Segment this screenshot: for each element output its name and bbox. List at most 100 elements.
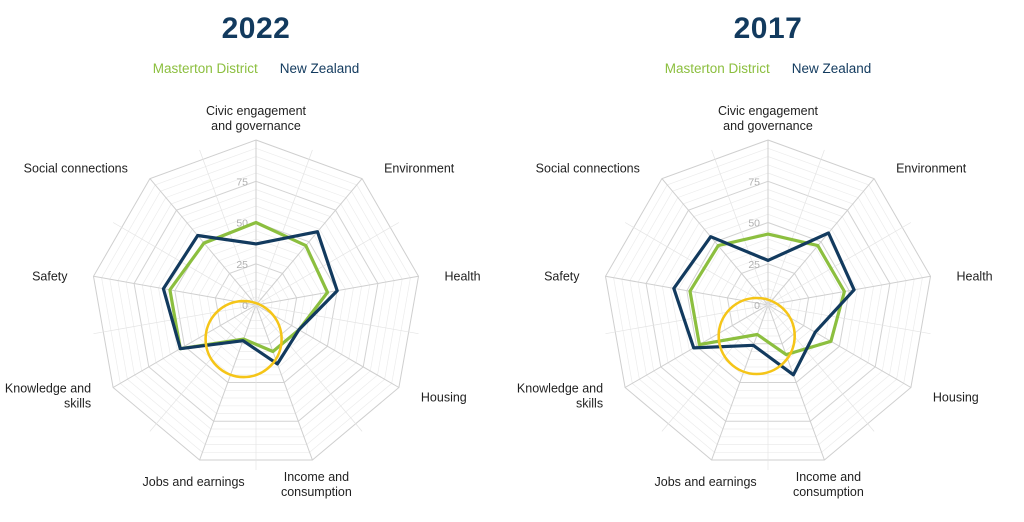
radar-spoke (255, 178, 363, 306)
axis-label-line: Knowledge and (5, 382, 91, 396)
radar-spoke-minor (767, 149, 825, 306)
legend-item-masterton-district[interactable]: Masterton District (664, 61, 770, 76)
axis-label-line: and governance (723, 119, 813, 133)
panel-2022: 2022 Masterton District New Zealand 0 25 5… (0, 12, 512, 522)
radar-grid (92, 139, 420, 470)
radar-spoke (255, 304, 400, 388)
radar-holder-2022: 0 25 50 75 Civic engagement and governance Env… (0, 80, 512, 522)
highlight-circle-jobs-and-earnings-highlight (717, 296, 796, 376)
axis-label-civic-engagement-and-governance: Civic engagement and governance (206, 104, 307, 133)
axis-label-line: and governance (211, 119, 301, 133)
radar-chart-2022: 0 25 50 75 Civic engagement and governance Env… (5, 104, 481, 499)
radar-spoke (149, 178, 257, 306)
axis-label-social-connections: Social connections (24, 162, 128, 176)
axis-label-civic-engagement-and-governance: Civic engagement and governance (718, 104, 819, 133)
radar-spoke-minor (661, 304, 769, 432)
radar-spoke-minor (767, 304, 931, 335)
radar-spoke-minor (255, 149, 313, 306)
radar-series-group (161, 220, 339, 366)
axis-label-environment: Environment (384, 162, 455, 176)
radar-spoke-minor (624, 222, 769, 306)
axis-label-line: consumption (793, 485, 864, 499)
radial-tick-label: 0 (242, 300, 248, 312)
radar-chart-2017: 0 25 50 75 Civic engagement and governance Env… (517, 104, 993, 499)
axis-label-line: Social connections (24, 162, 128, 176)
radar-grid (604, 139, 932, 470)
radar-spoke-minor (112, 222, 257, 306)
legend-item-masterton-district[interactable]: Masterton District (152, 61, 258, 76)
axis-label-housing: Housing (933, 391, 979, 405)
radar-spoke-minor (767, 222, 912, 306)
radar-spoke (767, 178, 875, 306)
axis-label-line: Income and (284, 470, 349, 484)
axis-label-safety: Safety (32, 269, 68, 283)
legend-2022: Masterton District New Zealand (0, 60, 512, 78)
axis-label-line: Civic engagement (206, 104, 307, 118)
axis-label-income-and-consumption: Income and consumption (281, 470, 352, 499)
axis-label-line: Safety (544, 269, 580, 283)
axis-label-line: Knowledge and (517, 382, 603, 396)
radar-spoke (199, 304, 257, 461)
axis-label-environment: Environment (896, 162, 967, 176)
radar-spoke (112, 304, 257, 388)
axis-label-line: Jobs and earnings (143, 475, 245, 489)
legend-item-new-zealand[interactable]: New Zealand (791, 61, 872, 76)
radar-series-group (672, 231, 856, 377)
axis-label-line: Jobs and earnings (655, 475, 757, 489)
radial-tick-labels: 0 25 50 75 (236, 176, 248, 312)
radar-holder-2017: 0 25 50 75 Civic engagement and governance Env… (512, 80, 1024, 522)
axis-label-line: Civic engagement (718, 104, 819, 118)
axis-label-knowledge-and-skills: Knowledge and skills (517, 382, 603, 411)
radial-tick-labels: 0 25 50 75 (748, 176, 760, 312)
axis-label-income-and-consumption: Income and consumption (793, 470, 864, 499)
radar-series-masterton-district (688, 232, 846, 357)
axis-label-line: Income and (796, 470, 861, 484)
axis-label-line: Health (957, 269, 993, 283)
axis-label-jobs-and-earnings: Jobs and earnings (655, 475, 757, 489)
radar-spoke-minor (711, 149, 769, 306)
chart-title-2022: 2022 (221, 12, 291, 45)
axis-label-line: Safety (32, 269, 68, 283)
radar-spoke (93, 275, 257, 306)
panel-2017: 2017 Masterton District New Zealand 0 25 5… (512, 0, 1024, 522)
axis-label-line: consumption (281, 485, 352, 499)
axis-label-line: skills (576, 397, 603, 411)
radar-spoke (661, 178, 769, 306)
radial-tick-label: 0 (754, 300, 760, 312)
radar-series-new-zealand (672, 231, 856, 377)
highlight-circle-jobs-and-earnings-highlight (204, 299, 283, 379)
radar-spoke-minor (605, 304, 769, 335)
radial-tick-label: 75 (236, 176, 248, 188)
radar-spoke-minor (767, 304, 875, 432)
axis-label-line: Housing (421, 391, 467, 405)
axis-label-line: Social connections (536, 162, 640, 176)
axis-label-line: skills (64, 397, 91, 411)
axis-label-jobs-and-earnings: Jobs and earnings (143, 475, 245, 489)
radar-spoke (767, 304, 825, 461)
radar-spoke (711, 304, 769, 461)
radial-tick-label: 50 (236, 218, 248, 230)
radial-tick-label: 25 (748, 259, 760, 271)
axis-label-line: Health (445, 269, 481, 283)
chart-title-2017: 2017 (733, 12, 803, 45)
axis-label-knowledge-and-skills: Knowledge and skills (5, 382, 91, 411)
radar-spoke-minor (149, 304, 257, 432)
radar-series-masterton-district (168, 220, 330, 354)
axis-labels: Civic engagement and governance Environmen… (517, 104, 993, 499)
radar-spoke-minor (199, 149, 257, 306)
radial-tick-label: 50 (748, 218, 760, 230)
legend-item-new-zealand[interactable]: New Zealand (279, 61, 360, 76)
axis-label-housing: Housing (421, 391, 467, 405)
axis-label-health: Health (957, 269, 993, 283)
radar-spoke (767, 275, 931, 306)
radar-spoke (255, 304, 313, 461)
radar-series-new-zealand (161, 230, 339, 366)
axis-label-line: Environment (896, 162, 967, 176)
axis-label-safety: Safety (544, 269, 580, 283)
axis-label-line: Housing (933, 391, 979, 405)
radial-tick-label: 75 (748, 176, 760, 188)
legend-2017: Masterton District New Zealand (512, 60, 1024, 78)
radar-spoke-minor (255, 304, 363, 432)
axis-label-line: Environment (384, 162, 455, 176)
